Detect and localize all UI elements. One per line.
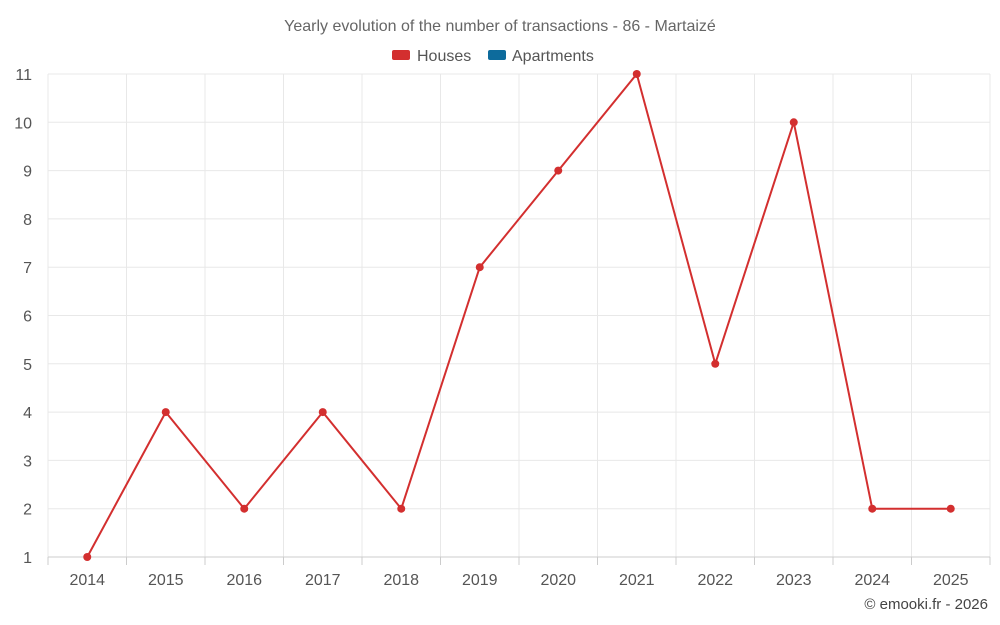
data-point-houses-2017[interactable] [318,408,327,417]
y-tick-label: 6 [23,309,32,326]
legend-item-apartments[interactable]: Apartments [488,48,594,65]
series-layer [83,70,955,561]
legend-label-apartments: Apartments [512,48,594,65]
y-tick-label: 1 [23,550,32,567]
series-line-houses [86,73,951,558]
data-point-houses-2015[interactable] [161,408,170,417]
y-tick-label: 5 [23,357,32,374]
x-tick-label: 2024 [854,572,890,589]
y-tick-label: 10 [14,115,32,132]
y-tick-label: 11 [15,67,32,84]
x-tick-label: 2018 [383,572,419,589]
y-tick-label: 4 [23,405,32,422]
data-point-houses-2016[interactable] [240,504,249,513]
y-tick-label: 9 [23,164,32,181]
x-tick-label: 2016 [226,572,262,589]
x-tick-label: 2015 [148,572,184,589]
grid [47,73,991,565]
data-point-houses-2018[interactable] [397,504,406,513]
x-tick-label: 2023 [776,572,812,589]
data-point-houses-2024[interactable] [868,504,877,513]
data-point-houses-2021[interactable] [632,70,641,78]
y-tick-label: 3 [23,453,32,470]
x-tick-label: 2014 [69,572,105,589]
x-tick-label: 2019 [462,572,498,589]
x-axis-ticks: 2014 2015 2016 2017 2018 2019 2020 2021 2022 2023… [69,572,968,589]
data-point-houses-2019[interactable] [475,263,484,272]
credit-text: © emooki.fr - 2026 [864,596,988,613]
x-tick-label: 2017 [305,572,341,589]
legend: Houses Apartments [392,48,594,65]
x-tick-label: 2021 [619,572,655,589]
data-point-houses-2025[interactable] [946,504,955,513]
legend-swatch-houses [392,50,410,60]
x-tick-label: 2025 [933,572,969,589]
x-tick-label: 2020 [540,572,576,589]
y-tick-label: 2 [23,502,32,519]
y-tick-label: 7 [23,260,32,277]
legend-swatch-apartments [488,50,506,60]
y-axis-ticks: 1 2 3 4 5 6 7 8 9 10 11 [14,67,32,567]
legend-item-houses[interactable]: Houses [392,48,471,65]
y-tick-label: 8 [23,212,32,229]
data-point-houses-2014[interactable] [83,553,92,561]
chart-title: Yearly evolution of the number of transa… [284,18,716,35]
legend-label-houses: Houses [417,48,471,65]
data-point-houses-2022[interactable] [711,359,720,368]
data-point-houses-2020[interactable] [554,166,563,175]
data-point-houses-2023[interactable] [789,118,798,127]
x-tick-label: 2022 [697,572,733,589]
